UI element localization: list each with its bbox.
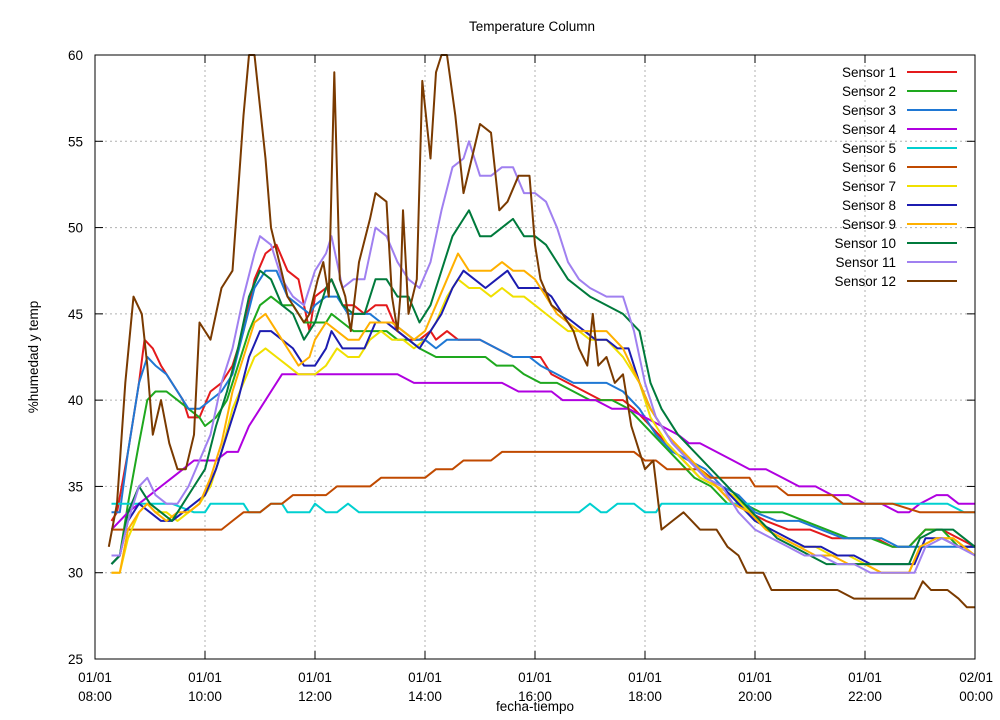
x-tick-date-label: 01/01 xyxy=(628,670,662,685)
legend-label: Sensor 6 xyxy=(842,160,896,175)
legend-label: Sensor 9 xyxy=(842,217,896,232)
series-line-sensor-9 xyxy=(111,252,976,574)
y-tick-label: 35 xyxy=(68,479,83,494)
x-tick-time-label: 20:00 xyxy=(738,689,772,704)
series-line-sensor-11 xyxy=(111,140,976,574)
y-tick-label: 40 xyxy=(68,393,83,408)
x-tick-time-label: 14:00 xyxy=(408,689,442,704)
legend-label: Sensor 5 xyxy=(842,141,896,156)
series-line-sensor-10 xyxy=(110,209,976,566)
x-tick-date-label: 01/01 xyxy=(78,670,112,685)
y-axis-label: %humedad y temp xyxy=(26,301,41,414)
x-tick-time-label: 18:00 xyxy=(628,689,662,704)
axis-ticks: 25 30 35 40 45 50 55 60 01/01 08:00 01/01 10:00 01/0… xyxy=(68,48,993,704)
legend-label: Sensor 12 xyxy=(834,274,896,289)
chart-title: Temperature Column xyxy=(469,19,595,34)
legend-label: Sensor 11 xyxy=(835,255,896,270)
y-tick-label: 55 xyxy=(68,134,83,149)
series-line-sensor-6 xyxy=(111,450,975,531)
y-tick-label: 30 xyxy=(68,566,83,581)
legend-label: Sensor 1 xyxy=(842,65,896,80)
y-tick-label: 50 xyxy=(68,221,83,236)
legend-label: Sensor 8 xyxy=(842,198,896,213)
x-tick-date-label: 01/01 xyxy=(408,670,442,685)
x-tick-date-label: 01/01 xyxy=(298,670,332,685)
legend-label: Sensor 3 xyxy=(842,103,896,118)
x-tick-time-label: 12:00 xyxy=(298,689,332,704)
x-tick-date-label: 02/01 xyxy=(959,670,993,685)
legend-label: Sensor 7 xyxy=(842,179,896,194)
x-tick-date-label: 01/01 xyxy=(188,670,222,685)
series-line-sensor-4 xyxy=(110,373,975,531)
series-line-sensor-1 xyxy=(110,243,976,548)
x-tick-time-label: 16:00 xyxy=(518,689,552,704)
legend-label: Sensor 10 xyxy=(834,236,896,251)
x-tick-time-label: 22:00 xyxy=(848,689,882,704)
x-tick-time-label: 08:00 xyxy=(78,689,112,704)
series-layer xyxy=(107,54,976,609)
y-tick-label: 25 xyxy=(68,652,83,667)
series-line-sensor-8 xyxy=(110,269,975,566)
series-line-sensor-2 xyxy=(110,295,975,565)
legend: Sensor 1 Sensor 2 Sensor 3 Sensor 4 Sensor 5… xyxy=(834,65,957,289)
x-axis-label: fecha-tiempo xyxy=(496,699,574,714)
x-tick-date-label: 01/01 xyxy=(738,670,772,685)
legend-label: Sensor 2 xyxy=(842,84,896,99)
x-tick-time-label: 00:00 xyxy=(959,689,993,704)
y-tick-label: 45 xyxy=(68,307,83,322)
series-line-sensor-3 xyxy=(111,269,975,548)
series-line-sensor-12 xyxy=(107,54,975,609)
y-tick-label: 60 xyxy=(68,48,83,63)
legend-label: Sensor 4 xyxy=(842,122,897,137)
series-line-sensor-5 xyxy=(111,502,975,514)
x-tick-date-label: 01/01 xyxy=(848,670,882,685)
x-tick-date-label: 01/01 xyxy=(518,670,552,685)
x-tick-time-label: 10:00 xyxy=(188,689,222,704)
